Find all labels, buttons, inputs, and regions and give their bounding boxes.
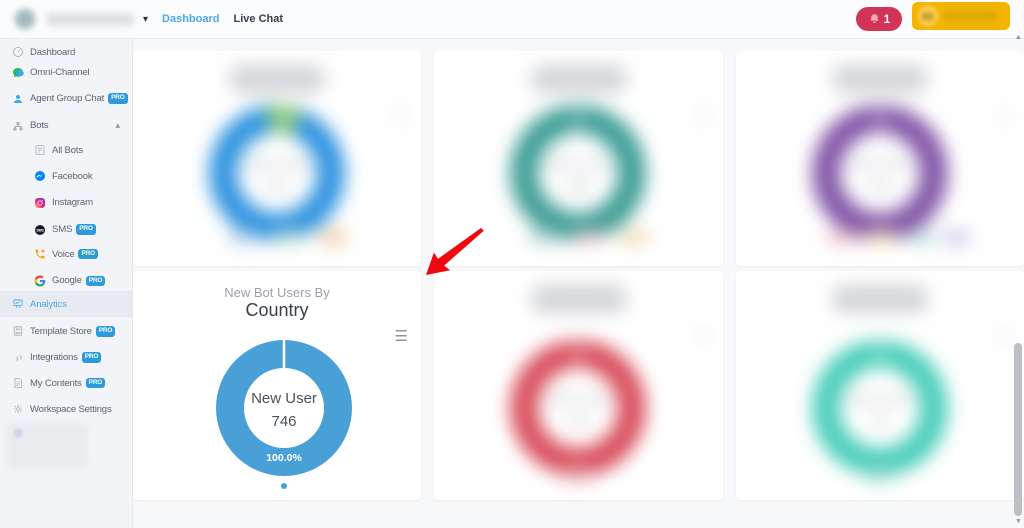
svg-text:746: 746 (271, 413, 296, 430)
svg-text:New User: New User (547, 155, 609, 171)
svg-text:98: 98 (872, 413, 888, 429)
svg-text:New User: New User (849, 155, 911, 171)
svg-text:100.0%: 100.0% (266, 452, 302, 464)
svg-text:389: 389 (566, 178, 590, 194)
svg-text:New User: New User (547, 390, 609, 406)
svg-text:512: 512 (265, 178, 289, 194)
svg-text:204: 204 (868, 178, 892, 194)
svg-text:SMS: SMS (36, 228, 44, 232)
svg-text:New User: New User (251, 390, 317, 407)
svg-text:New User: New User (849, 390, 911, 406)
svg-text:163: 163 (566, 413, 590, 429)
svg-text:New User: New User (246, 155, 308, 171)
